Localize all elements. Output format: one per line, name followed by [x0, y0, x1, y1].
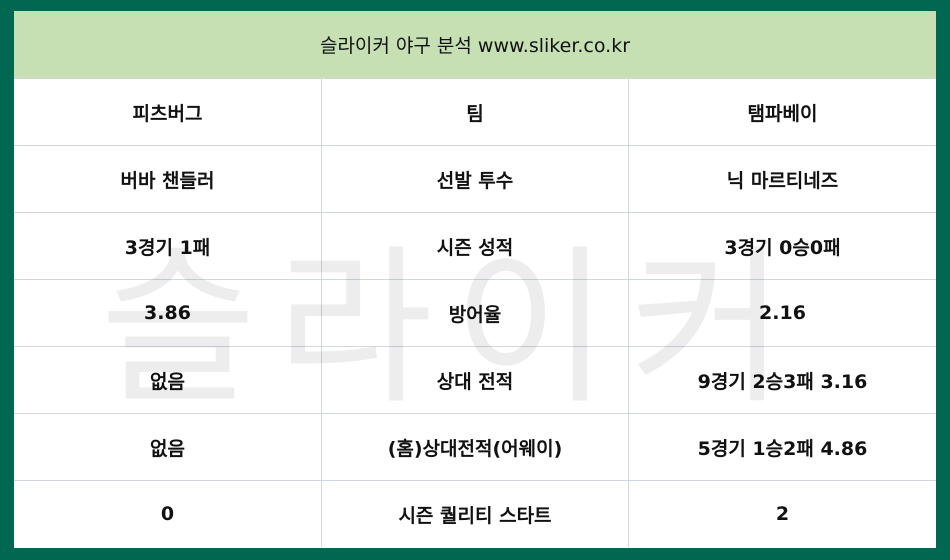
table-row: 없음 상대 전적 9경기 2승3패 3.16 — [14, 346, 936, 413]
table-row: 피츠버그 팀 탬파베이 — [14, 78, 936, 145]
away-cell: 없음 — [150, 370, 185, 393]
home-cell: 2.16 — [628, 280, 936, 346]
label-cell: 방어율 — [321, 280, 628, 346]
home-cell: 5경기 1승2패 4.86 — [628, 414, 936, 480]
home-cell: 9경기 2승3패 3.16 — [628, 347, 936, 413]
label-cell: (홈)상대전적(어웨이) — [321, 414, 628, 480]
label-cell: 상대 전적 — [321, 347, 628, 413]
table-title: 슬라이커 야구 분석 www.sliker.co.kr — [14, 11, 936, 78]
table-row: 0 시즌 퀄리티 스타트 2 — [14, 480, 936, 547]
label-cell: 팀 — [321, 79, 628, 145]
table-row: 없음 (홈)상대전적(어웨이) 5경기 1승2패 4.86 — [14, 413, 936, 480]
label-cell: 시즌 퀄리티 스타트 — [321, 481, 628, 547]
away-cell: 없음 — [150, 437, 185, 460]
away-cell: 3.86 — [144, 302, 191, 324]
table-row: 버바 챈들러 선발 투수 닉 마르티네즈 — [14, 145, 936, 212]
home-cell: 3경기 0승0패 — [628, 213, 936, 279]
away-cell: 피츠버그 — [132, 102, 203, 125]
label-cell: 시즌 성적 — [321, 213, 628, 279]
home-cell: 2 — [628, 481, 936, 547]
table-row: 3경기 1패 시즌 성적 3경기 0승0패 — [14, 212, 936, 279]
table-row: 3.86 방어율 2.16 — [14, 279, 936, 346]
home-cell: 닉 마르티네즈 — [628, 146, 936, 212]
home-cell: 탬파베이 — [628, 79, 936, 145]
label-cell: 선발 투수 — [321, 146, 628, 212]
away-cell: 3경기 1패 — [124, 236, 211, 259]
away-cell: 0 — [160, 503, 175, 525]
away-cell: 버바 챈들러 — [120, 169, 215, 192]
stats-table: 슬라이커 야구 분석 www.sliker.co.kr 피츠버그 팀 탬파베이 버바 … — [14, 11, 936, 548]
